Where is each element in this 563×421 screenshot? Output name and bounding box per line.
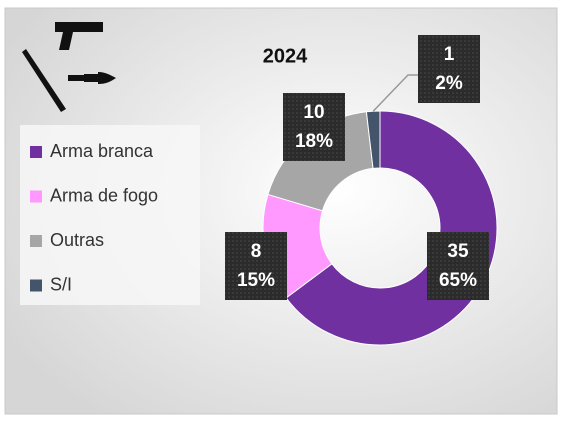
data-label-percent: 15%: [237, 270, 275, 291]
data-label-box: [418, 35, 480, 103]
legend-swatch: [30, 279, 42, 292]
data-label-percent: 2%: [435, 73, 463, 94]
donut-slice: [365, 110, 381, 169]
weapon-icons: [22, 22, 116, 112]
legend-label: Arma de fogo: [50, 185, 158, 205]
data-label-value: 8: [251, 241, 262, 262]
data-label-value: 10: [303, 102, 324, 123]
data-label-box: [427, 232, 489, 300]
leader-line: [372, 74, 420, 112]
legend-box: [20, 125, 200, 305]
data-label-percent: 65%: [439, 270, 477, 291]
data-label-box: [225, 232, 287, 300]
legend-label: S/I: [50, 274, 72, 294]
data-label-value: 35: [447, 241, 469, 262]
legend-swatch: [30, 146, 42, 158]
legend-swatch: [30, 235, 42, 247]
chart-title: 2024: [263, 45, 308, 67]
data-label-box: [283, 93, 345, 161]
legend-label: Arma branca: [50, 141, 154, 161]
data-label-value: 1: [444, 44, 455, 65]
data-label-percent: 18%: [295, 131, 333, 152]
legend-label: Outras: [50, 230, 104, 250]
legend-swatch: [30, 190, 42, 203]
